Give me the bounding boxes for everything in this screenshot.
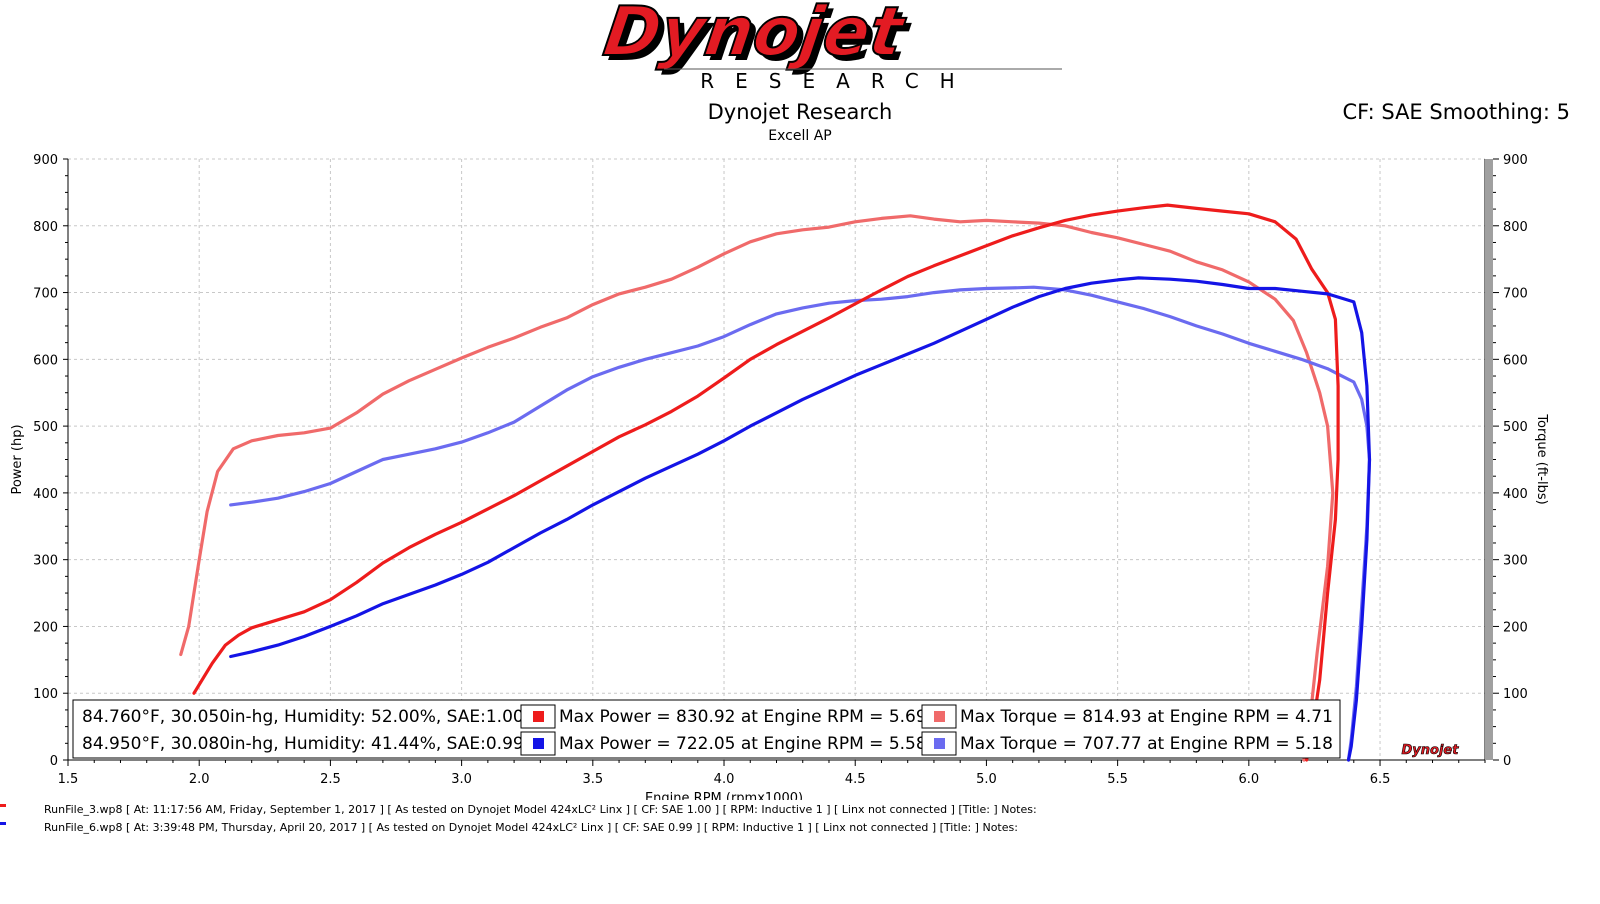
y-axis-label: Power (hp) (10, 424, 25, 494)
legend-box (72, 699, 1341, 759)
y-tick-label-right: 200 (1503, 620, 1528, 635)
legend-conditions: 84.760°F, 30.050in-hg, Humidity: 52.00%,… (82, 707, 524, 727)
chart-title: Dynojet Research (707, 100, 893, 124)
x-tick-label: 3.5 (582, 772, 603, 787)
x-tick-label: 6.5 (1370, 772, 1391, 787)
y-tick-label-right: 800 (1503, 220, 1528, 235)
x-tick-label: 3.0 (451, 772, 472, 787)
y-tick-label-right: 600 (1503, 353, 1528, 368)
run-marker-red (0, 804, 6, 807)
y-tick-label-right: 0 (1503, 754, 1511, 769)
legend-max-torque: Max Torque = 707.77 at Engine RPM = 5.18 (960, 734, 1333, 754)
cf-smoothing-label: CF: SAE Smoothing: 5 (1342, 100, 1570, 124)
series-line-torque-1 (179, 214, 1335, 762)
y-tick-label-left: 800 (33, 220, 58, 235)
y-tick-label-left: 0 (50, 754, 58, 769)
watermark-logo: Dynojet (1402, 743, 1460, 758)
logo-research: RESEARCH (700, 69, 975, 93)
dyno-chart: 0 0 100 100 200 200 300 300 400 400 500 500 600 600 70… (10, 153, 1549, 800)
x-tick-label: 4.0 (714, 772, 735, 787)
y-tick-label-left: 300 (33, 554, 58, 569)
runfile-line-1: RunFile_3.wp8 [ At: 11:17:56 AM, Friday,… (44, 803, 1037, 816)
y-tick-label-left: 600 (33, 353, 58, 368)
legend-max-power: Max Power = 722.05 at Engine RPM = 5.58 (559, 734, 927, 754)
x-tick-label: 2.0 (189, 772, 210, 787)
logo-word: Dynojet (599, 0, 910, 72)
y2-axis-label: Torque (ft-lbs) (1534, 413, 1549, 504)
right-axis-bar (1485, 159, 1493, 760)
y-tick-label-left: 900 (33, 153, 58, 168)
y-tick-label-left: 100 (33, 687, 58, 702)
x-tick-label: 5.0 (976, 772, 997, 787)
y-tick-label-right: 100 (1503, 687, 1528, 702)
y-tick-label-left: 400 (33, 487, 58, 502)
series-line-power-2 (229, 276, 1372, 762)
x-axis-label: Engine RPM (rpmx1000) (645, 791, 803, 800)
chart-subtitle: Excell AP (768, 128, 832, 144)
legend-swatch-torque (934, 738, 945, 749)
logo-word-shadow: Dynojet (604, 0, 915, 77)
run-marker-blue (0, 822, 6, 825)
legend-max-torque: Max Torque = 814.93 at Engine RPM = 4.71 (960, 707, 1333, 727)
series-line-torque-3 (229, 285, 1372, 762)
y-tick-label-left: 700 (33, 287, 58, 302)
legend-swatch-torque (934, 711, 945, 722)
runfile-line-2: RunFile_6.wp8 [ At: 3:39:48 PM, Thursday… (44, 821, 1018, 834)
legend-swatch-power (533, 711, 544, 722)
x-tick-label: 1.5 (58, 772, 79, 787)
series-line-power-0 (192, 203, 1340, 762)
legend-max-power: Max Power = 830.92 at Engine RPM = 5.69 (559, 707, 927, 727)
x-tick-label: 2.5 (320, 772, 341, 787)
legend-swatch-power (533, 738, 544, 749)
y-tick-label-right: 300 (1503, 554, 1528, 569)
y-tick-label-left: 500 (33, 420, 58, 435)
y-tick-label-right: 900 (1503, 153, 1528, 168)
y-tick-label-right: 500 (1503, 420, 1528, 435)
y-tick-label-right: 400 (1503, 487, 1528, 502)
y-tick-label-left: 200 (33, 620, 58, 635)
x-tick-label: 4.5 (845, 772, 866, 787)
plot-area (68, 159, 1485, 760)
y-tick-label-right: 700 (1503, 287, 1528, 302)
x-tick-label: 6.0 (1238, 772, 1259, 787)
legend-conditions: 84.950°F, 30.080in-hg, Humidity: 41.44%,… (82, 734, 524, 754)
x-tick-label: 5.5 (1107, 772, 1128, 787)
